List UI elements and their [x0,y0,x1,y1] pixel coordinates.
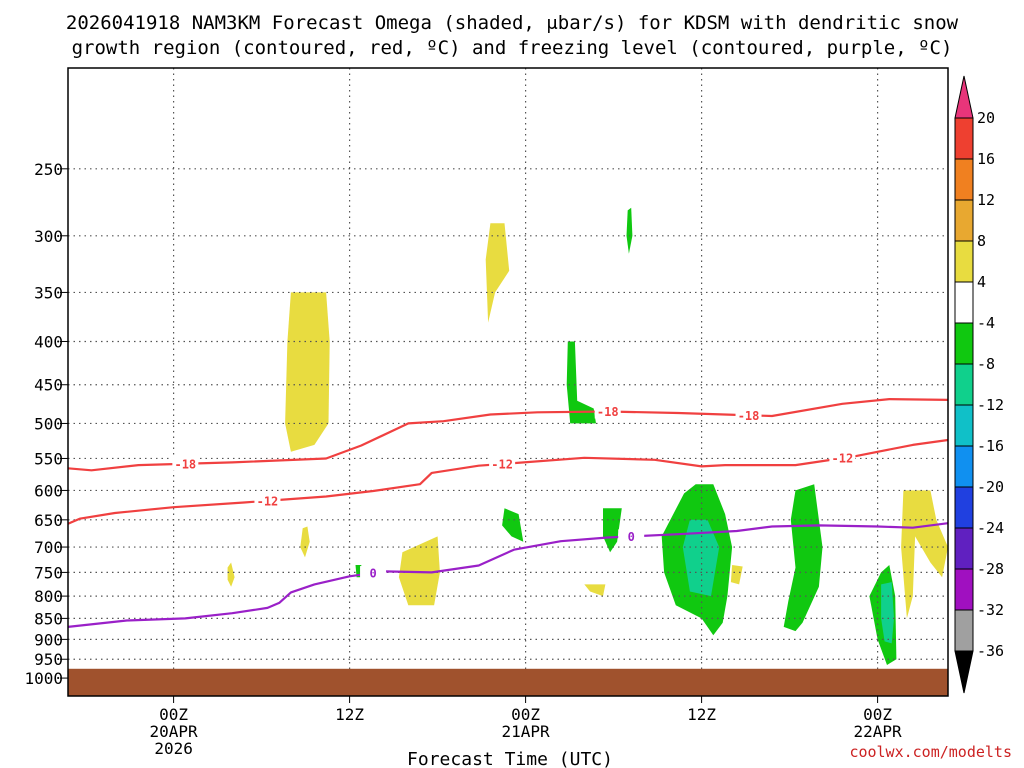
chart-title-line2: growth region (contoured, red, ºC) and f… [72,37,953,59]
x-tick-label-0: 00Z [159,705,188,724]
colorbar-segment-9 [954,486,974,529]
colorbar-label-11: -28 [977,560,1004,578]
colorbar-segment-10 [954,527,974,570]
y-tick-label-800: 800 [34,587,63,606]
colorbar-segment-3 [954,240,974,283]
x-tick-year-0: 2026 [154,739,193,758]
y-tick-label-600: 600 [34,481,63,500]
colorbar: 20 16 12 8 4 -4 -8 -12 -16 -20 -24 -28 -32 -36 [954,75,1004,694]
y-tick-label-750: 750 [34,563,63,582]
freezing-level-0-label-0: 0 [369,567,376,581]
omega-up-4-g [730,565,743,585]
chart-title-line1: 2026041918 NAM3KM Forecast Omega (shaded… [66,12,959,34]
freezing-level-0-label-1: 0 [628,530,635,544]
x-tick-label-1: 12Z [335,705,364,724]
colorbar-label-7: -12 [977,396,1004,414]
omega-up-4-b [485,223,510,323]
y-tick-label-650: 650 [34,511,63,530]
omega-up-4-c [398,536,440,606]
credit-text: coolwx.com/modelts [849,743,1012,761]
ground-surface [68,668,948,696]
x-axis-label: Forecast Time (UTC) [407,749,613,768]
omega-down-4-c [502,508,524,542]
y-tick-label-700: 700 [34,538,63,557]
dgz-minus-18-label-bg-0 [172,456,199,471]
colorbar-label-0: 20 [977,109,995,127]
plot-frame [67,67,949,697]
dgz-minus-12-label-1: -12 [491,457,513,471]
colorbar-segment-0 [954,117,974,160]
y-tick-label-900: 900 [34,630,63,649]
colorbar-label-3: 8 [977,232,986,250]
y-tick-label-250: 250 [34,160,63,179]
omega-down-4-b [626,207,633,254]
x-tick-label-2: 00Z [511,705,540,724]
omega-down-8-b [881,582,894,644]
x-tick-date-2: 21APR [502,722,551,741]
colorbar-label-10: -24 [977,519,1004,537]
dgz-minus-18-label-1: -18 [597,405,619,419]
colorbar-label-13: -36 [977,642,1004,660]
x-tick-label-3: 12Z [687,705,716,724]
freezing-level-0-label-bg-1 [618,529,645,544]
y-tick-label-300: 300 [34,227,63,246]
freezing-level-0-label-bg-0 [360,566,387,581]
omega-up-4-a [285,292,330,452]
dgz-minus-18-label-bg-1 [594,404,621,419]
dgz-minus-12-label-bg-2 [829,451,856,466]
colorbar-segment-12 [954,609,974,652]
y-tick-label-1000: 1000 [24,669,63,688]
colorbar-segment-4 [954,281,974,324]
omega-down-4-g [783,484,823,632]
y-tick-label-550: 550 [34,449,63,468]
omega-down-4-a [566,341,596,424]
colorbar-top-arrow [954,75,974,119]
y-tick-label-400: 400 [34,332,63,351]
y-tick-label-350: 350 [34,283,63,302]
colorbar-label-6: -8 [977,355,995,373]
x-tick-date-0: 20APR [150,722,199,741]
y-tick-label-500: 500 [34,414,63,433]
contours: -18 -18 -18 -12 -12 -12 0 0 [67,398,949,628]
colorbar-label-9: -20 [977,478,1004,496]
omega-shading [227,207,948,665]
dgz-minus-18-label-bg-2 [735,408,762,423]
colorbar-bottom-arrow [954,650,974,694]
colorbar-label-4: 4 [977,273,986,291]
omega-up-4-d [300,526,310,558]
x-tick-label-4: 00Z [863,705,892,724]
y-tick-label-450: 450 [34,376,63,395]
colorbar-label-1: 16 [977,150,995,168]
colorbar-segment-2 [954,199,974,242]
colorbar-label-5: -4 [977,314,995,332]
freezing-level-0-line [67,522,949,628]
dgz-minus-12-label-bg-1 [489,456,516,471]
colorbar-segment-7 [954,404,974,447]
omega-up-4-h [901,490,948,619]
y-tick-label-950: 950 [34,650,63,669]
y-tick-label-850: 850 [34,609,63,628]
dgz-minus-12-label-bg-0 [254,493,281,508]
colorbar-segment-1 [954,158,974,201]
dgz-minus-12-line [67,438,949,525]
colorbar-segment-6 [954,363,974,406]
colorbar-label-12: -32 [977,601,1004,619]
dgz-minus-12-label-0: -12 [257,494,279,508]
colorbar-segment-11 [954,568,974,611]
dgz-minus-12-label-2: -12 [832,452,854,466]
y-axis: 250 300 350 400 450 500 550 600 650 700 750 800 850 9… [24,160,68,688]
colorbar-label-2: 12 [977,191,995,209]
x-tick-date-4: 22APR [854,722,903,741]
colorbar-segment-5 [954,322,974,365]
omega-up-4-e [227,562,235,587]
omega-up-4-f [584,584,606,597]
dgz-minus-18-label-2: -18 [738,409,760,423]
dgz-minus-18-label-0: -18 [174,457,196,471]
colorbar-label-8: -16 [977,437,1004,455]
gridlines [68,68,948,696]
colorbar-segment-8 [954,445,974,488]
